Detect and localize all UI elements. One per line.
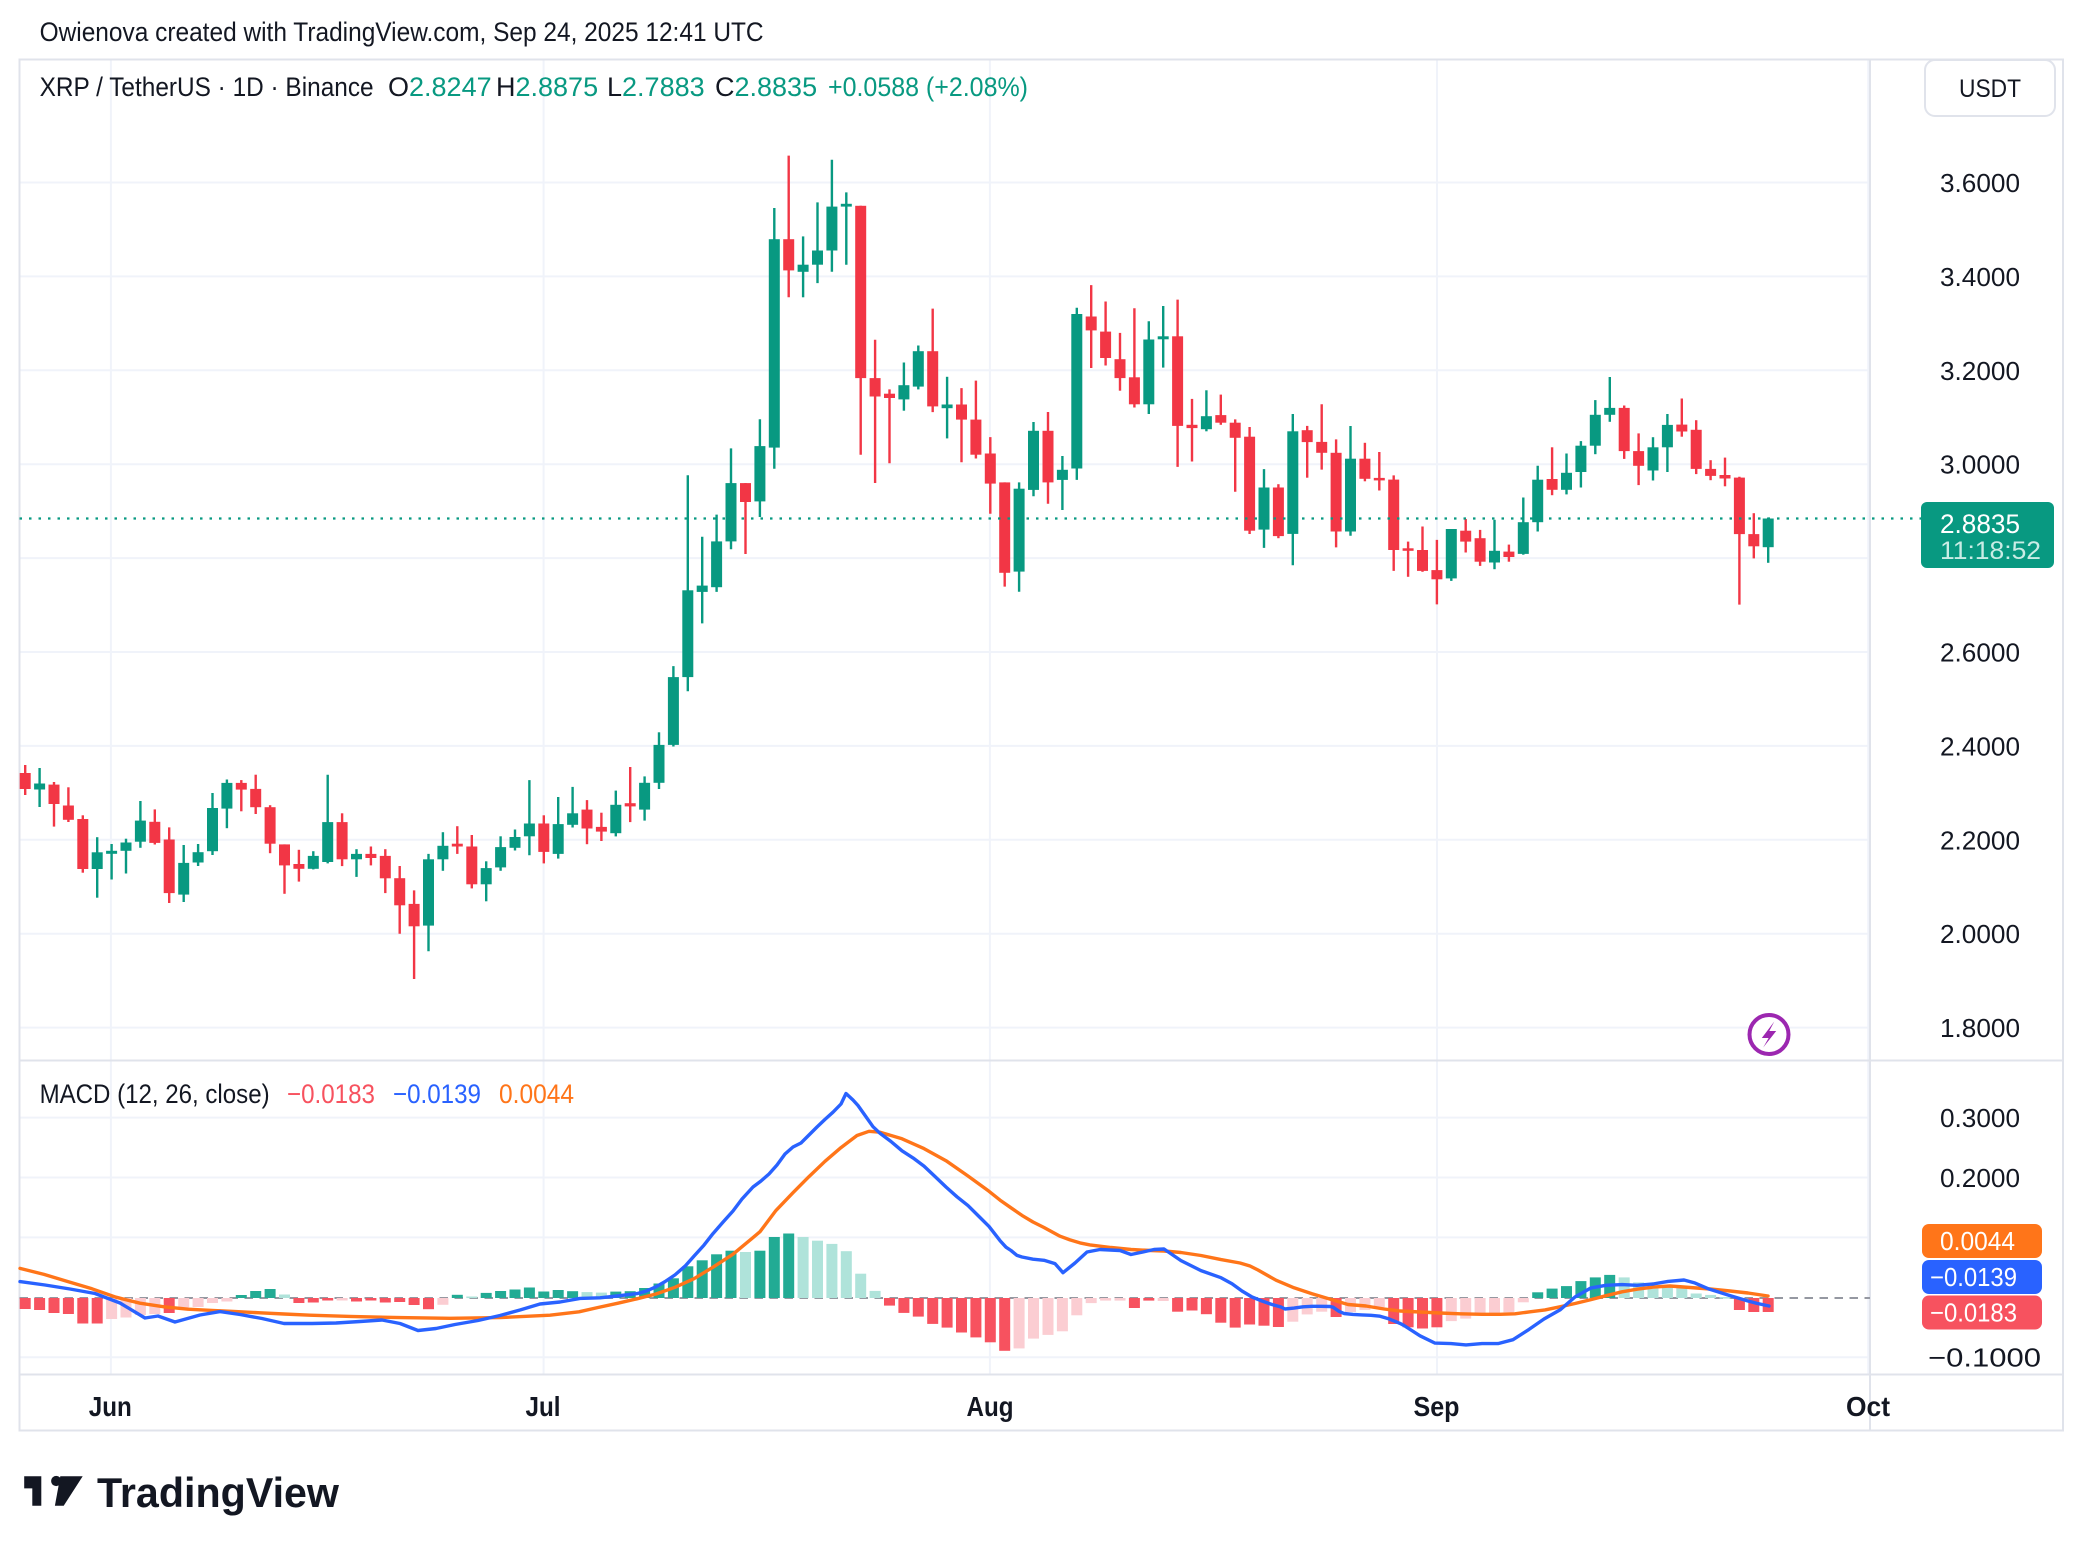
svg-text:Sep: Sep — [1414, 1391, 1460, 1422]
svg-text:Jul: Jul — [526, 1391, 561, 1422]
svg-text:XRP / TetherUS · 1D · Binance: XRP / TetherUS · 1D · Binance — [40, 72, 374, 102]
svg-text:3.6000: 3.6000 — [1940, 168, 2020, 198]
svg-text:−0.1000: −0.1000 — [1928, 1343, 2041, 1373]
svg-text:O2.8247: O2.8247 — [388, 72, 492, 102]
svg-text:−0.0139: −0.0139 — [1930, 1262, 2017, 1292]
svg-text:2.2000: 2.2000 — [1940, 825, 2020, 855]
svg-text:Aug: Aug — [967, 1391, 1014, 1422]
svg-text:1.8000: 1.8000 — [1940, 1013, 2020, 1043]
svg-text:−0.0183: −0.0183 — [287, 1079, 375, 1109]
svg-text:H2.8875: H2.8875 — [496, 72, 598, 102]
svg-text:11:18:52: 11:18:52 — [1940, 537, 2041, 565]
svg-text:C2.8835: C2.8835 — [715, 72, 817, 102]
svg-text:2.6000: 2.6000 — [1940, 638, 2020, 668]
svg-text:3.4000: 3.4000 — [1940, 262, 2020, 292]
svg-text:0.3000: 0.3000 — [1940, 1103, 2020, 1133]
svg-text:3.2000: 3.2000 — [1940, 356, 2020, 386]
svg-text:+0.0588 (+2.08%): +0.0588 (+2.08%) — [828, 72, 1028, 102]
svg-text:L2.7883: L2.7883 — [607, 72, 705, 102]
svg-text:Owienova created with TradingV: Owienova created with TradingView.com, S… — [40, 17, 764, 47]
svg-text:−0.0139: −0.0139 — [393, 1079, 481, 1109]
svg-text:−0.0183: −0.0183 — [1930, 1298, 2017, 1328]
svg-text:0.2000: 0.2000 — [1940, 1163, 2020, 1193]
svg-text:TradingView: TradingView — [97, 1469, 339, 1516]
svg-text:2.0000: 2.0000 — [1940, 919, 2020, 949]
svg-text:Oct: Oct — [1846, 1391, 1890, 1422]
svg-text:2.8835: 2.8835 — [1940, 509, 2020, 539]
svg-text:USDT: USDT — [1959, 75, 2021, 103]
svg-text:Jun: Jun — [89, 1391, 132, 1422]
svg-text:2.4000: 2.4000 — [1940, 731, 2020, 761]
svg-text:0.0044: 0.0044 — [1940, 1226, 2015, 1256]
svg-text:MACD (12, 26, close): MACD (12, 26, close) — [40, 1079, 270, 1109]
svg-text:3.0000: 3.0000 — [1940, 450, 2020, 480]
svg-text:0.0044: 0.0044 — [499, 1079, 574, 1109]
